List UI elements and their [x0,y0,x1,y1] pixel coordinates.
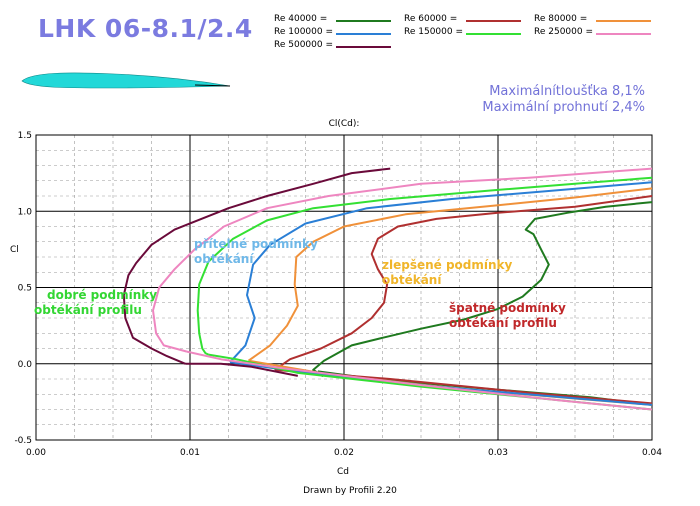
series-re60000-upper [274,195,653,371]
series-re80000-upper [247,187,653,362]
legend-item-re80000: Re 80000 = [534,14,651,24]
footer-credit: Drawn by Profili 2.20 [303,486,397,496]
y-tick-label: 1.0 [18,207,33,217]
legend-item-re60000: Re 60000 = [404,14,521,24]
legend-item-re500000: Re 500000 = [274,40,391,50]
annotation-poor-2: obtékání profilu [449,316,557,330]
x-tick-label: 0.00 [26,448,46,458]
annotation-good: dobré podmínky [47,288,157,302]
y-tick-label: -0.5 [14,436,32,446]
profile-info: Maximálnítloušťka 8,1% Maximální prohnut… [400,84,645,116]
x-tick-label: 0.04 [642,448,662,458]
y-tick-label: 0.0 [18,360,33,370]
series-re250000-lower [186,350,653,411]
max-thickness-label: Maximálnítloušťka 8,1% [489,84,645,99]
annotation-poor: špatné podmínky [449,301,566,315]
chart-title: LHK 06-8.1/2.4 [38,14,253,43]
series-re150000-upper [196,176,653,356]
annotation-improved-2: obtékání [382,273,442,287]
max-camber-label: Maximální prohnutí 2,4% [482,100,645,115]
legend-item-re40000: Re 40000 = [274,14,391,24]
plot-frame [35,134,653,441]
legend: Re 40000 = Re 60000 = Re 80000 = Re 1000… [0,0,700,60]
series-re500000-lower [185,362,298,377]
y-tick-label: 1.5 [18,131,32,141]
annotation-improved: zlepšené podmínky [382,258,513,272]
legend-item-re150000: Re 150000 = [404,27,521,37]
airfoil-shape [21,72,231,89]
series-group [122,167,653,411]
x-tick-label: 0.01 [180,448,200,458]
series-re40000-upper [312,201,653,377]
x-tick-label: 0.02 [334,448,354,458]
legend-item-re100000: Re 100000 = [274,27,391,37]
series-re100000-upper [229,181,653,363]
annotation-acceptable-2: obtékání [194,252,254,266]
annotation-acceptable: přítelné podmínky [194,237,318,251]
series-re250000-upper [152,167,653,353]
x-tick-label: 0.03 [488,448,508,458]
chart-subtitle: Cl(Cd): [329,119,360,129]
tick-labels: 0.00 0.01 0.02 0.03 0.04 -0.5 0.0 0.5 1.0 1.5 [14,131,662,458]
series-re500000-upper [122,167,391,365]
x-axis-label: Cd [337,467,349,477]
y-tick-label: 0.5 [18,284,32,294]
annotation-good-2: obtékání profilu [34,303,142,317]
legend-item-re250000: Re 250000 = [534,27,651,37]
y-axis-label: Cl [10,245,19,255]
axes [35,134,653,441]
